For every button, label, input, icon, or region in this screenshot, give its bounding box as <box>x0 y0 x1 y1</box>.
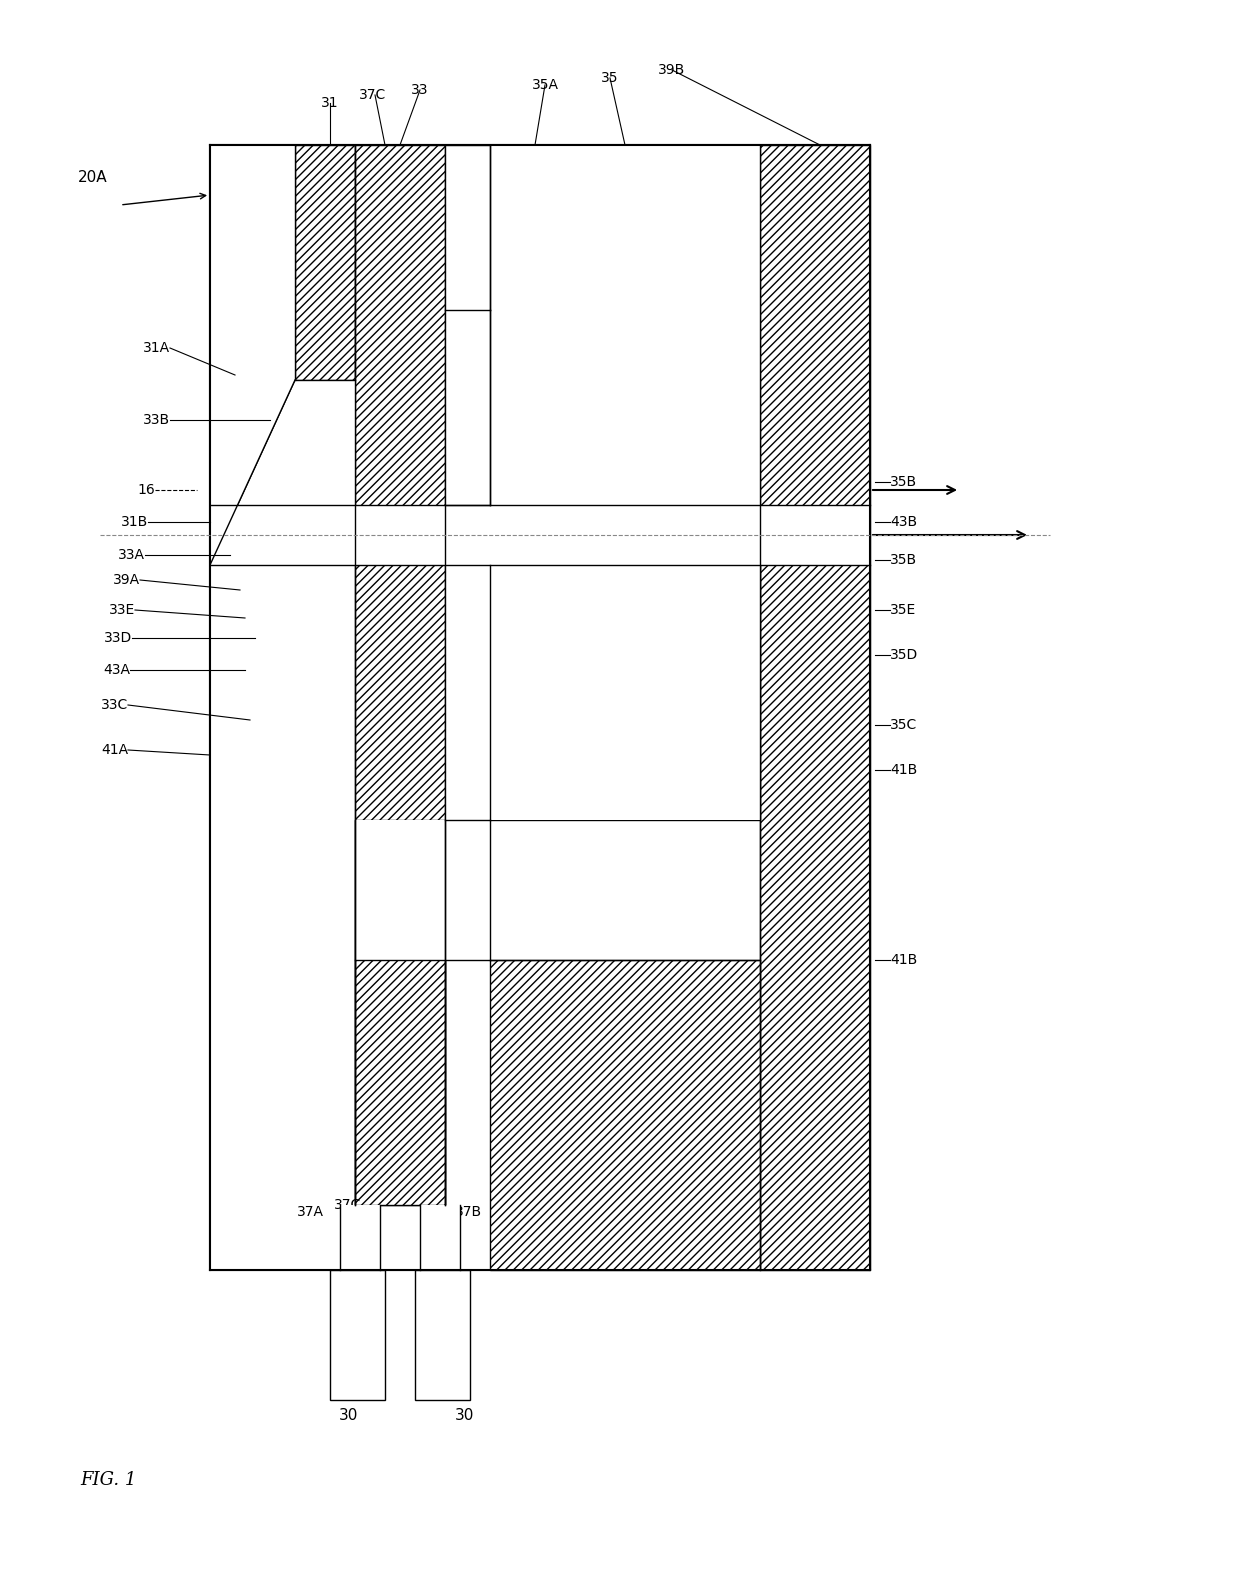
Bar <box>415 1270 470 1400</box>
Text: 33C: 33C <box>100 698 128 712</box>
Text: 35C: 35C <box>890 718 918 733</box>
Bar <box>210 144 870 1270</box>
Text: 33: 33 <box>412 82 429 97</box>
Polygon shape <box>210 144 295 1270</box>
Bar <box>295 144 355 381</box>
Text: FIG. 1: FIG. 1 <box>81 1470 136 1489</box>
Text: 33A: 33A <box>118 549 145 561</box>
Text: 41B: 41B <box>890 763 918 777</box>
Bar <box>355 820 490 1205</box>
Text: 39A: 39A <box>113 573 140 587</box>
Bar <box>210 504 870 565</box>
Text: 20A: 20A <box>78 171 108 186</box>
Bar <box>420 1205 460 1270</box>
Polygon shape <box>210 144 295 1270</box>
Text: 31B: 31B <box>120 515 148 530</box>
Text: 37C: 37C <box>360 87 387 102</box>
Bar <box>445 144 760 504</box>
Text: 41B: 41B <box>890 953 918 967</box>
Text: 16: 16 <box>138 484 155 496</box>
Bar <box>295 144 355 381</box>
Bar <box>490 960 760 1270</box>
Text: 41A: 41A <box>100 742 128 757</box>
Polygon shape <box>210 144 295 1270</box>
Bar <box>490 144 760 504</box>
Bar <box>355 820 445 1205</box>
Bar <box>360 504 440 565</box>
Bar <box>445 565 760 820</box>
Bar <box>210 144 870 1270</box>
Bar <box>210 504 870 565</box>
Bar <box>355 144 445 1205</box>
Text: 30: 30 <box>339 1407 357 1423</box>
Text: 43A: 43A <box>103 663 130 677</box>
Text: 35A: 35A <box>532 78 558 92</box>
Text: 35D: 35D <box>890 649 919 661</box>
Bar <box>490 565 760 820</box>
Text: 37B: 37B <box>454 1205 481 1220</box>
Text: 35B: 35B <box>890 474 918 488</box>
Text: 31A: 31A <box>143 341 170 355</box>
Text: 35E: 35E <box>890 603 916 617</box>
Text: 39B: 39B <box>658 63 686 78</box>
Text: 37A: 37A <box>296 1205 324 1220</box>
Bar <box>760 144 870 1270</box>
Text: 31: 31 <box>321 97 339 109</box>
Bar <box>340 1205 379 1270</box>
Text: 43B: 43B <box>890 515 918 530</box>
Bar <box>355 820 490 960</box>
Bar <box>445 309 490 504</box>
Bar <box>445 144 760 504</box>
Text: 33D: 33D <box>104 631 131 646</box>
Bar <box>295 381 355 504</box>
Text: 37C: 37C <box>335 1197 362 1212</box>
Bar <box>445 565 760 820</box>
Text: 33B: 33B <box>143 412 170 427</box>
Bar <box>330 1270 384 1400</box>
Text: 35B: 35B <box>890 554 918 568</box>
Text: 33E: 33E <box>109 603 135 617</box>
Text: 30: 30 <box>455 1407 475 1423</box>
Text: 35: 35 <box>601 71 619 86</box>
